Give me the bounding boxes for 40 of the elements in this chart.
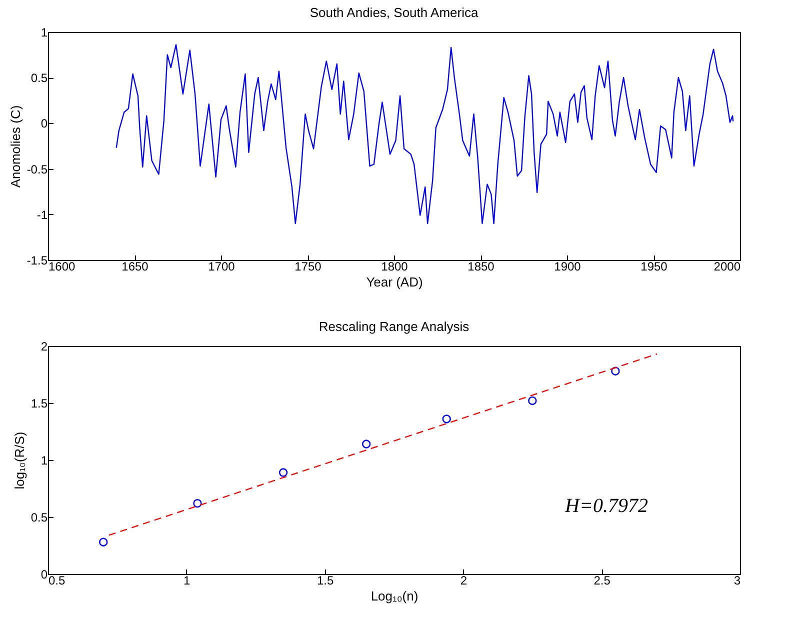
point — [442, 414, 451, 424]
y-tick-label: 0.5 — [30, 71, 48, 86]
x-tick-label: 1700 — [208, 260, 236, 274]
y-tick-label: 1 — [40, 454, 48, 468]
x-tick-label: 1600 — [48, 260, 76, 274]
x-tick-label: 2 — [460, 574, 468, 588]
x-tick-label: 2.5 — [594, 574, 611, 588]
x-tick-label: 1950 — [640, 260, 668, 274]
point — [99, 538, 108, 546]
chart-title: South Andies, South America — [310, 5, 479, 20]
x-tick-label: 1 — [184, 574, 191, 588]
x-axis-title: Log₁₀(n) — [370, 588, 418, 604]
y-tick-label: -0.5 — [26, 162, 48, 176]
point — [278, 468, 288, 477]
y-tick-label: 1 — [40, 26, 48, 40]
point — [362, 440, 371, 448]
x-tick-label: 1800 — [381, 260, 408, 274]
x-tick-label: 1750 — [294, 260, 322, 274]
y-tick-label: 0 — [40, 568, 48, 582]
y-axis-title: log₁₀(R/S) — [12, 432, 27, 490]
y-tick-label: 2 — [40, 340, 48, 354]
x-tick-label: 3 — [734, 574, 741, 588]
point — [193, 498, 202, 508]
point — [611, 366, 620, 376]
y-tick-label: -1 — [36, 208, 48, 222]
y-tick-label: 0.5 — [30, 510, 48, 524]
annotation: H=0.7972 — [564, 495, 648, 517]
y-tick-label: 1.5 — [30, 396, 48, 410]
x-tick-label: 1650 — [122, 260, 149, 274]
x-tick-label: 1900 — [554, 260, 582, 274]
y-tick-label: 0 — [40, 116, 48, 131]
y-tick-label: -1.5 — [26, 254, 48, 268]
chart-title: Rescaling Range Analysis — [318, 319, 470, 334]
point — [528, 396, 537, 406]
x-tick-label: 2000 — [714, 260, 741, 274]
line-series — [116, 44, 734, 224]
y-axis-title: Anomolies (C) — [8, 105, 23, 188]
x-axis-title: Year (AD) — [366, 274, 423, 290]
x-tick-label: 1850 — [468, 260, 495, 274]
x-tick-label: 1.5 — [316, 574, 334, 588]
